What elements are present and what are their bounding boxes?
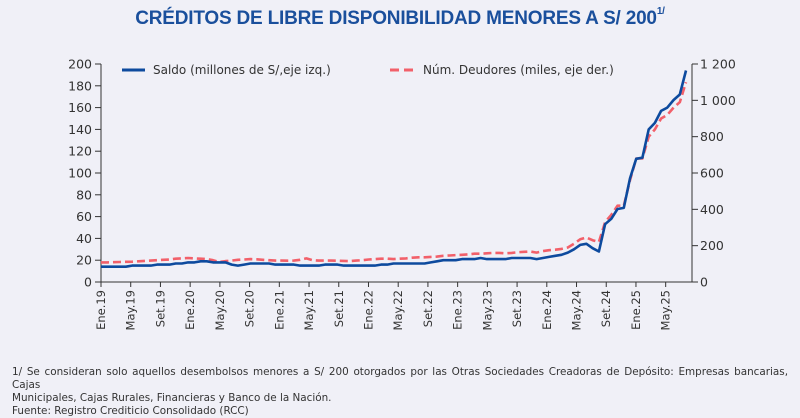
series-line-saldo [101,71,686,267]
y-tick-label-right: 600 [700,166,724,181]
x-tick-label: May.22 [391,290,405,330]
y-tick-label-right: 1 200 [700,57,736,72]
y-tick-label-left: 180 [68,78,92,93]
x-tick-label: Ene.22 [361,290,375,330]
legend-label-saldo: Saldo (millones de S/,eje izq.) [153,63,331,77]
y-tick-label-right: 200 [700,238,724,253]
y-tick-label-left: 120 [68,144,92,159]
legend: Saldo (millones de S/,eje izq.) Núm. Deu… [122,63,614,77]
x-tick-label: Set.24 [599,290,613,327]
y-tick-label-right: 0 [700,275,708,290]
source-note: Fuente: Registro Crediticio Consolidado … [12,405,788,418]
x-tick-label: May.21 [302,290,316,330]
y-tick-label-left: 60 [76,209,92,224]
x-tick-label: Ene.25 [629,290,643,330]
footnote-line-1: 1/ Se consideran solo aquellos desembols… [12,366,788,392]
y-tick-label-left: 200 [68,57,92,72]
y-tick-label-left: 100 [68,166,92,181]
y-tick-label-left: 140 [68,122,92,137]
legend-label-deudores: Núm. Deudores (miles, eje der.) [423,63,614,77]
line-chart: 0 20 40 60 80 100 120 140 160 180 200 0 200 400 600 800… [0,0,800,360]
x-tick-label: May.25 [659,290,673,330]
x-tick-label: May.19 [124,290,138,330]
y-tick-label-left: 160 [68,100,92,115]
x-tick-label: Set.22 [421,290,435,327]
y-tick-label-right: 400 [700,202,724,217]
x-tick-label: Ene.20 [183,290,197,330]
y-tick-label-left: 40 [76,231,92,246]
y-tick-label-left: 20 [76,253,92,268]
y-tick-label-right: 800 [700,129,724,144]
x-tick-label: Set.23 [510,290,524,327]
x-tick-label: Set.20 [243,290,257,327]
x-tick-label: Set.19 [153,290,167,327]
y-tick-label-right: 1 000 [700,93,736,108]
x-tick-label: May.24 [570,290,584,330]
axes: 0 20 40 60 80 100 120 140 160 180 200 0 200 400 600 800… [68,57,736,331]
x-tick-label: Ene.24 [540,290,554,330]
series-lines [101,70,686,266]
x-tick-label: May.20 [213,290,227,330]
y-tick-label-left: 0 [84,275,92,290]
footnote-line-2: Municipales, Cajas Rurales, Financieras … [12,392,788,405]
x-tick-label: Ene.23 [451,290,465,330]
x-tick-label: May.23 [480,290,494,330]
y-tick-label-left: 80 [76,187,92,202]
chart-notes: 1/ Se consideran solo aquellos desembols… [12,366,788,418]
x-tick-label: Ene.19 [94,290,108,330]
x-tick-label: Ene.21 [272,290,286,330]
x-tick-label: Set.21 [332,290,346,327]
series-line-deudores [101,82,686,262]
